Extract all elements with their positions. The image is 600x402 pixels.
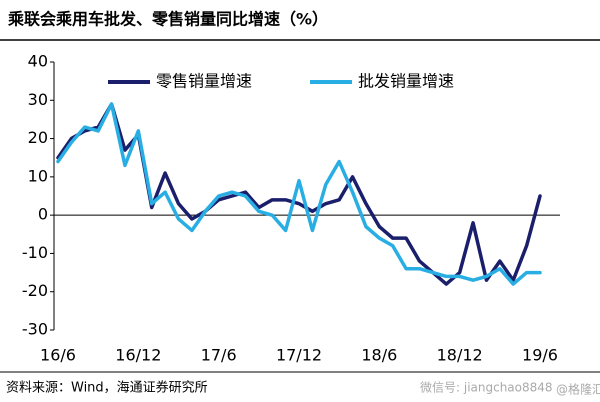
y-tick-label: -20 bbox=[22, 281, 48, 300]
x-tick-label: 17/12 bbox=[276, 346, 322, 365]
x-tick-label: 18/12 bbox=[437, 346, 483, 365]
watermark: 微信号: jiangchao8848 bbox=[420, 381, 553, 395]
legend-label: 零售销量增速 bbox=[156, 72, 252, 91]
legend-label: 批发销量增速 bbox=[358, 72, 454, 91]
x-tick-label: 18/6 bbox=[361, 346, 397, 365]
x-tick-label: 16/6 bbox=[40, 346, 76, 365]
y-tick-label: 10 bbox=[28, 166, 48, 185]
y-tick-label: 0 bbox=[38, 205, 48, 224]
chart-title: 乘联会乘用车批发、零售销量同比增速（%） bbox=[7, 10, 328, 29]
line-series bbox=[56, 102, 542, 286]
y-tick-label: 40 bbox=[28, 52, 48, 71]
y-tick-label: -30 bbox=[22, 320, 48, 339]
y-tick-label: -10 bbox=[22, 243, 48, 262]
x-tick-label: 19/6 bbox=[522, 346, 558, 365]
watermark: @格隆汇 bbox=[556, 382, 600, 397]
y-tick-label: 20 bbox=[28, 128, 48, 147]
x-tick-label: 16/12 bbox=[115, 346, 161, 365]
x-tick-label: 17/6 bbox=[201, 346, 237, 365]
line-series bbox=[56, 102, 542, 286]
source: 资料来源：Wind，海通证券研究所 bbox=[6, 380, 208, 396]
y-tick-label: 30 bbox=[28, 90, 48, 109]
